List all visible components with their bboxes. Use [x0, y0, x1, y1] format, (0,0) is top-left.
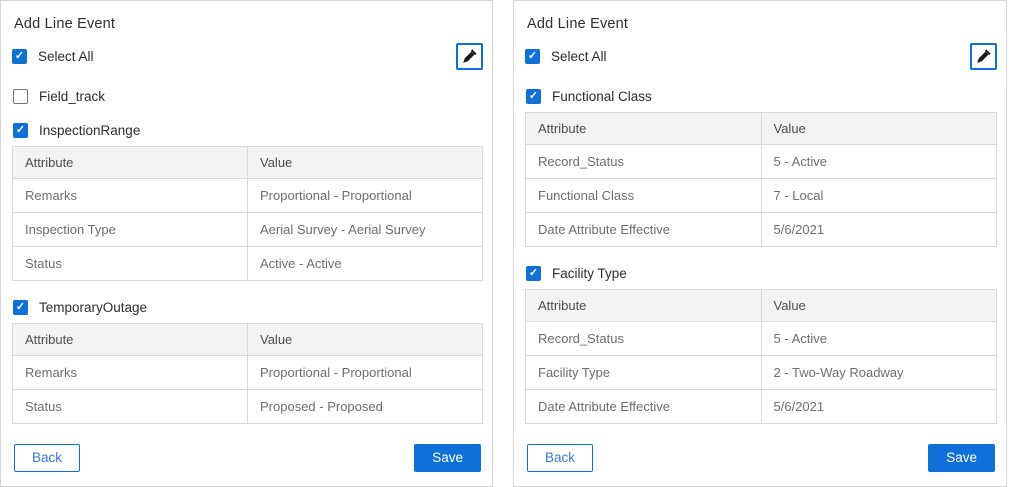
- layer-section-facility-type: ✓ Facility Type Attribute Value Record_S…: [525, 266, 997, 424]
- attribute-cell: Status: [12, 389, 248, 424]
- attribute-cell: Date Attribute Effective: [525, 389, 762, 424]
- value-cell: Proportional - Proportional: [247, 178, 483, 213]
- value-cell: 5 - Active: [760, 321, 997, 356]
- column-header-value: Value: [760, 112, 997, 145]
- temporaryoutage-checkbox[interactable]: ✓: [13, 300, 28, 315]
- select-all-checkbox[interactable]: ✓: [12, 48, 27, 64]
- value-cell: Active - Active: [247, 246, 483, 281]
- table-row: Status Active - Active: [12, 246, 483, 281]
- column-header-value: Value: [247, 323, 483, 356]
- inspectionrange-label: InspectionRange: [39, 123, 141, 138]
- back-button[interactable]: Back: [14, 444, 81, 472]
- page-title: Add Line Event: [527, 16, 629, 32]
- layer-section-temporaryoutage: ✓ TemporaryOutage Attribute Value Remark…: [12, 300, 483, 424]
- functional-class-label: Functional Class: [552, 89, 652, 104]
- select-all-label: Select All: [551, 48, 607, 64]
- attribute-table: Attribute Value Record_Status 5 - Active F…: [525, 112, 997, 247]
- table-row: Remarks Proportional - Proportional: [12, 355, 483, 390]
- layer-section-inspectionrange: ✓ InspectionRange Attribute Value Remark…: [12, 123, 483, 281]
- eyedropper-icon: [463, 48, 477, 63]
- temporaryoutage-label: TemporaryOutage: [39, 300, 148, 315]
- eyedropper-button[interactable]: [970, 42, 997, 70]
- attribute-cell: Facility Type: [525, 355, 762, 390]
- facility-type-checkbox[interactable]: ✓: [526, 266, 541, 281]
- footer: Back Save: [525, 444, 997, 474]
- table-row: Record_Status 5 - Active: [525, 144, 997, 179]
- eyedropper-button[interactable]: [456, 42, 483, 70]
- value-cell: 2 - Two-Way Roadway: [760, 355, 997, 390]
- attribute-cell: Remarks: [12, 178, 248, 213]
- value-cell: Aerial Survey - Aerial Survey: [247, 212, 483, 247]
- eyedropper-icon: [977, 48, 991, 63]
- inspectionrange-checkbox[interactable]: ✓: [13, 123, 28, 138]
- value-cell: 7 - Local: [760, 178, 997, 213]
- column-header-attribute: Attribute: [525, 112, 762, 145]
- attribute-cell: Functional Class: [525, 178, 762, 213]
- select-all-checkbox[interactable]: ✓: [525, 48, 540, 64]
- table-row: Facility Type 2 - Two-Way Roadway: [525, 355, 997, 390]
- attribute-cell: Record_Status: [525, 321, 762, 356]
- layer-section-functional-class: ✓ Functional Class Attribute Value Recor…: [525, 89, 997, 247]
- attribute-cell: Inspection Type: [12, 212, 248, 247]
- select-all-row: ✓ Select All: [525, 42, 997, 70]
- value-cell: 5/6/2021: [760, 212, 997, 247]
- table-row: Remarks Proportional - Proportional: [12, 178, 483, 213]
- attribute-cell: Date Attribute Effective: [525, 212, 762, 247]
- add-line-event-panel-right: Add Line Event ✓ Select All ✓ Functional…: [513, 0, 1007, 487]
- field-track-label: Field_track: [39, 89, 106, 104]
- column-header-attribute: Attribute: [12, 146, 248, 179]
- value-cell: Proportional - Proportional: [247, 355, 483, 390]
- column-header-value: Value: [247, 146, 483, 179]
- attribute-cell: Remarks: [12, 355, 248, 390]
- back-button[interactable]: Back: [527, 444, 594, 472]
- layer-section-field-track: Field_track: [12, 89, 483, 104]
- table-row: Record_Status 5 - Active: [525, 321, 997, 356]
- column-header-attribute: Attribute: [525, 289, 762, 322]
- table-row: Inspection Type Aerial Survey - Aerial Su…: [12, 212, 483, 247]
- value-cell: 5/6/2021: [760, 389, 997, 424]
- save-button[interactable]: Save: [414, 444, 481, 472]
- table-row: Status Proposed - Proposed: [12, 389, 483, 424]
- table-row: Date Attribute Effective 5/6/2021: [525, 389, 997, 424]
- select-all-row: ✓ Select All: [12, 42, 483, 70]
- value-cell: 5 - Active: [760, 144, 997, 179]
- functional-class-checkbox[interactable]: ✓: [526, 89, 541, 104]
- attribute-cell: Status: [12, 246, 248, 281]
- add-line-event-panel-left: Add Line Event ✓ Select All Field_track …: [0, 0, 493, 487]
- attribute-table: Attribute Value Remarks Proportional - Pr…: [12, 323, 483, 424]
- column-header-value: Value: [760, 289, 997, 322]
- field-track-checkbox[interactable]: [13, 89, 28, 104]
- table-row: Date Attribute Effective 5/6/2021: [525, 212, 997, 247]
- attribute-table: Attribute Value Remarks Proportional - Pr…: [12, 146, 483, 281]
- table-row: Functional Class 7 - Local: [525, 178, 997, 213]
- page-title: Add Line Event: [14, 16, 116, 32]
- save-button[interactable]: Save: [928, 444, 995, 472]
- footer: Back Save: [12, 444, 483, 474]
- value-cell: Proposed - Proposed: [247, 389, 483, 424]
- attribute-table: Attribute Value Record_Status 5 - Active F…: [525, 289, 997, 424]
- facility-type-label: Facility Type: [552, 266, 627, 281]
- select-all-label: Select All: [38, 48, 94, 64]
- attribute-cell: Record_Status: [525, 144, 762, 179]
- column-header-attribute: Attribute: [12, 323, 248, 356]
